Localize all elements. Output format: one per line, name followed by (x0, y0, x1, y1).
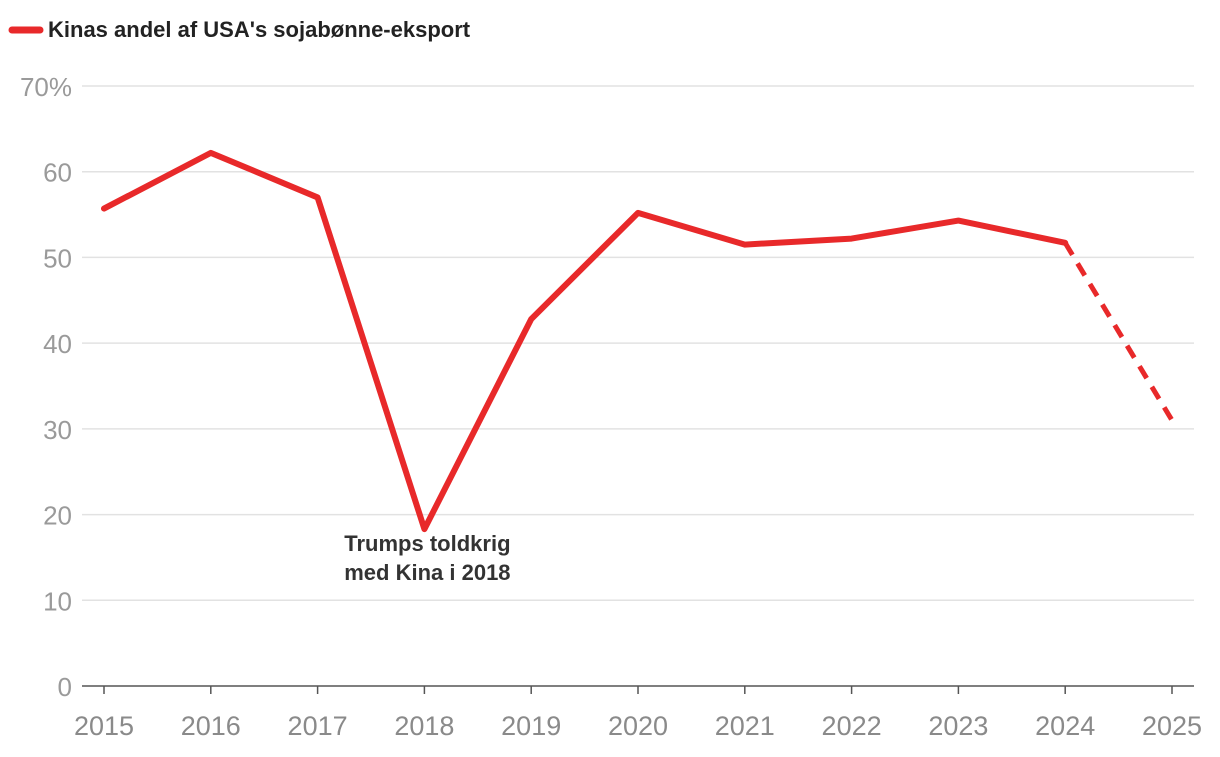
y-tick-label: 70% (20, 72, 72, 102)
y-tick-label: 0 (58, 672, 72, 702)
y-tick-label: 30 (43, 415, 72, 445)
y-axis-ticks: 0 10 20 30 40 50 60 70% (20, 72, 72, 702)
x-tick-label: 2025 (1142, 711, 1202, 741)
x-tick-label: 2015 (74, 711, 134, 741)
series-line (101, 149, 1175, 533)
annotation-line-1: Trumps toldkrig (344, 531, 510, 556)
x-tick-label: 2016 (181, 711, 241, 741)
y-tick-label: 10 (43, 586, 72, 616)
annotation: Trumps toldkrig med Kina i 2018 (344, 531, 510, 585)
gridlines (82, 85, 1194, 602)
annotation-line-2: med Kina i 2018 (344, 560, 510, 585)
x-tick-label: 2018 (394, 711, 454, 741)
y-tick-label: 20 (43, 501, 72, 531)
x-tick-label: 2023 (928, 711, 988, 741)
series-line-solid (101, 149, 1069, 533)
x-axis: 2015 2016 2017 2018 2019 2020 2021 2022 2023 2024… (74, 685, 1202, 741)
x-tick-label: 2022 (822, 711, 882, 741)
legend: Kinas andel af USA's sojabønne-eksport (8, 17, 471, 42)
y-tick-label: 40 (43, 329, 72, 359)
x-tick-label: 2017 (288, 711, 348, 741)
y-tick-label: 50 (43, 243, 72, 273)
x-tick-label: 2021 (715, 711, 775, 741)
legend-label: Kinas andel af USA's sojabønne-eksport (48, 17, 471, 42)
x-tick-label: 2024 (1035, 711, 1095, 741)
y-tick-label: 60 (43, 158, 72, 188)
series-line-projected (1063, 241, 1175, 422)
x-tick-label: 2020 (608, 711, 668, 741)
x-tick-label: 2019 (501, 711, 561, 741)
